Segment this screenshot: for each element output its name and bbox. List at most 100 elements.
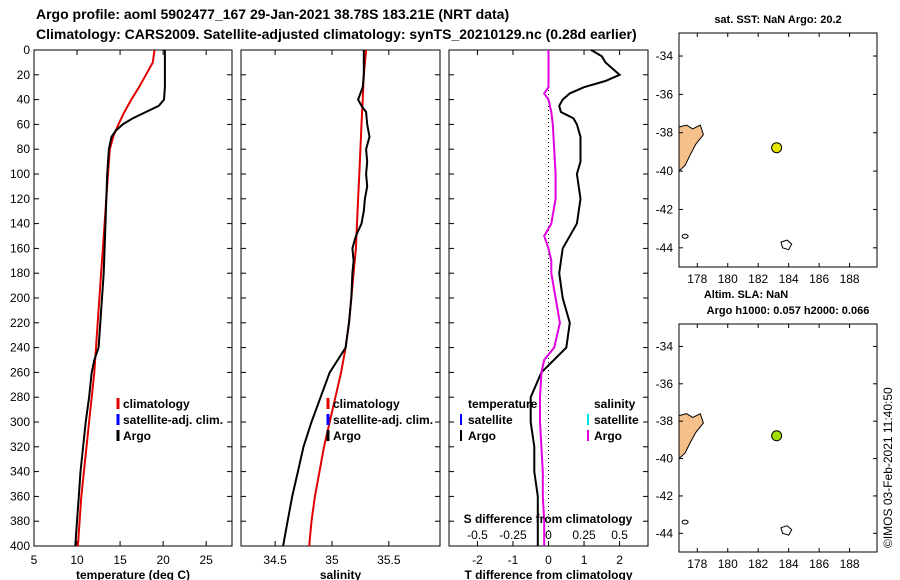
top-tick-label: -0.25: [499, 528, 527, 542]
x-tick-label: 182: [748, 272, 768, 286]
title-line-2: Climatology: CARS2009. Satellite-adjuste…: [36, 26, 637, 42]
y-tick-label: 240: [10, 341, 30, 355]
legend-label: Argo: [333, 429, 361, 443]
y-tick-label: 40: [17, 93, 31, 107]
legend-label: Argo: [468, 429, 496, 443]
legend-label: satellite: [468, 413, 513, 427]
legend-label: Argo: [594, 429, 622, 443]
x-tick-label: 1: [581, 553, 588, 567]
legend-label: climatology: [123, 397, 190, 411]
x-tick-label: 180: [718, 272, 738, 286]
x-tick-label: 186: [809, 272, 829, 286]
series-line-argo: [74, 50, 166, 547]
argo-position-marker: [771, 142, 783, 154]
y-tick-label: 200: [10, 291, 30, 305]
y-tick-label: 300: [10, 415, 30, 429]
plot-frame: [33, 49, 233, 547]
y-tick-label: -40: [656, 452, 674, 466]
x-axis-label: T difference from climatology: [464, 568, 632, 580]
x-axis-label: temperature (deg C): [76, 568, 190, 580]
map-title: Altim. SLA: NaN: [704, 289, 788, 301]
series-line-climatology: [308, 49, 368, 547]
y-tick-label: 340: [10, 465, 30, 479]
top-tick-label: 0: [545, 528, 552, 542]
y-tick-label: 280: [10, 390, 30, 404]
y-tick-label: 60: [17, 117, 31, 131]
x-tick-label: 35: [325, 553, 339, 567]
x-tick-label: 188: [840, 272, 860, 286]
y-tick-label: 400: [10, 539, 30, 553]
x-tick-label: -1: [508, 553, 519, 567]
y-tick-label: -36: [656, 87, 674, 101]
legend-label: satellite: [594, 413, 639, 427]
x-tick-label: 15: [113, 553, 127, 567]
y-tick-label: 140: [10, 217, 30, 231]
top-tick-label: 0.25: [572, 528, 596, 542]
x-tick-label: 188: [840, 557, 860, 571]
y-tick-label: -38: [656, 414, 674, 428]
x-tick-label: 178: [687, 272, 707, 286]
y-tick-label: -42: [656, 489, 674, 503]
chatham-islands: [780, 239, 793, 251]
map-panel-sla: -34 -36 -38 -40 -42 -44 178 180 182 184 186 188 Alti…: [656, 289, 878, 571]
small-island: [681, 519, 689, 525]
y-tick-label: 320: [10, 440, 30, 454]
y-tick-label: 120: [10, 192, 30, 206]
chatham-islands: [780, 525, 793, 536]
x-tick-label: -2: [472, 553, 483, 567]
y-tick-label: -38: [656, 126, 674, 140]
x-tick-label: 184: [779, 557, 799, 571]
top-tick-label: 0.5: [611, 528, 628, 542]
legend-label: Argo: [123, 429, 151, 443]
x-tick-label: 186: [809, 557, 829, 571]
y-tick-label: 80: [17, 142, 31, 156]
y-tick-label: 220: [10, 316, 30, 330]
y-tick-label: 180: [10, 266, 30, 280]
map-subtitle: Argo h1000: 0.057 h2000: 0.066: [707, 305, 870, 317]
title-line-1: Argo profile: aoml 5902477_167 29-Jan-20…: [36, 6, 509, 22]
series-line-argo: [282, 50, 371, 547]
x-tick-label: 180: [718, 557, 738, 571]
y-tick-label: 0: [23, 43, 30, 57]
map-panel-sst: -34 -36 -38 -40 -42 -44 178 180 182 184 186 188 sat.…: [656, 14, 878, 286]
x-tick-label: 178: [687, 557, 707, 571]
profile-panel-difference: -2 -1 0 1 2T difference from climatology temp…: [448, 49, 649, 580]
profile-panel-temperature: 0 20 40 60 80 100 120 140 160 180 200 220 240 260 280 3…: [10, 43, 233, 580]
x-axis-label: salinity: [320, 568, 362, 580]
y-tick-label: 380: [10, 514, 30, 528]
map-title: sat. SST: NaN Argo: 20.2: [714, 14, 841, 26]
y-tick-label: 160: [10, 241, 30, 255]
x-tick-label: 5: [31, 553, 38, 567]
x-tick-label: 34.5: [263, 553, 287, 567]
x-tick-label: 182: [748, 557, 768, 571]
x-tick-label: 184: [779, 272, 799, 286]
x-tick-label: 10: [70, 553, 84, 567]
plot-frame: [240, 49, 441, 547]
x-tick-label: 2: [616, 553, 623, 567]
land-north-island: [678, 124, 704, 173]
legend-title-salinity: salinity: [594, 397, 636, 411]
small-island: [681, 233, 689, 239]
series-line-temperature-argo: [529, 49, 622, 546]
y-tick-label: -34: [656, 339, 674, 353]
x-tick-label: 25: [199, 553, 213, 567]
legend-label: satellite-adj. clim.: [123, 413, 223, 427]
y-tick-label: 360: [10, 489, 30, 503]
x-tick-label: 35.5: [377, 553, 401, 567]
x-tick-label: 0: [545, 553, 552, 567]
y-tick-label: 20: [17, 68, 31, 82]
y-tick-label: -34: [656, 49, 674, 63]
series-line-salinity-argo: [539, 50, 561, 546]
imos-stamp: ©IMOS 03-Feb-2021 11:40:50: [881, 387, 895, 548]
legend-label: climatology: [333, 397, 400, 411]
land-north-island: [678, 413, 704, 460]
legend-title-temperature: temperature: [468, 397, 538, 411]
series-line-climatology: [76, 49, 156, 547]
legend-label: satellite-adj. clim.: [333, 413, 433, 427]
y-tick-label: -42: [656, 202, 674, 216]
y-tick-label: -40: [656, 164, 674, 178]
argo-position-marker: [771, 430, 783, 442]
x-tick-label: 20: [156, 553, 170, 567]
y-tick-label: 100: [10, 167, 30, 181]
